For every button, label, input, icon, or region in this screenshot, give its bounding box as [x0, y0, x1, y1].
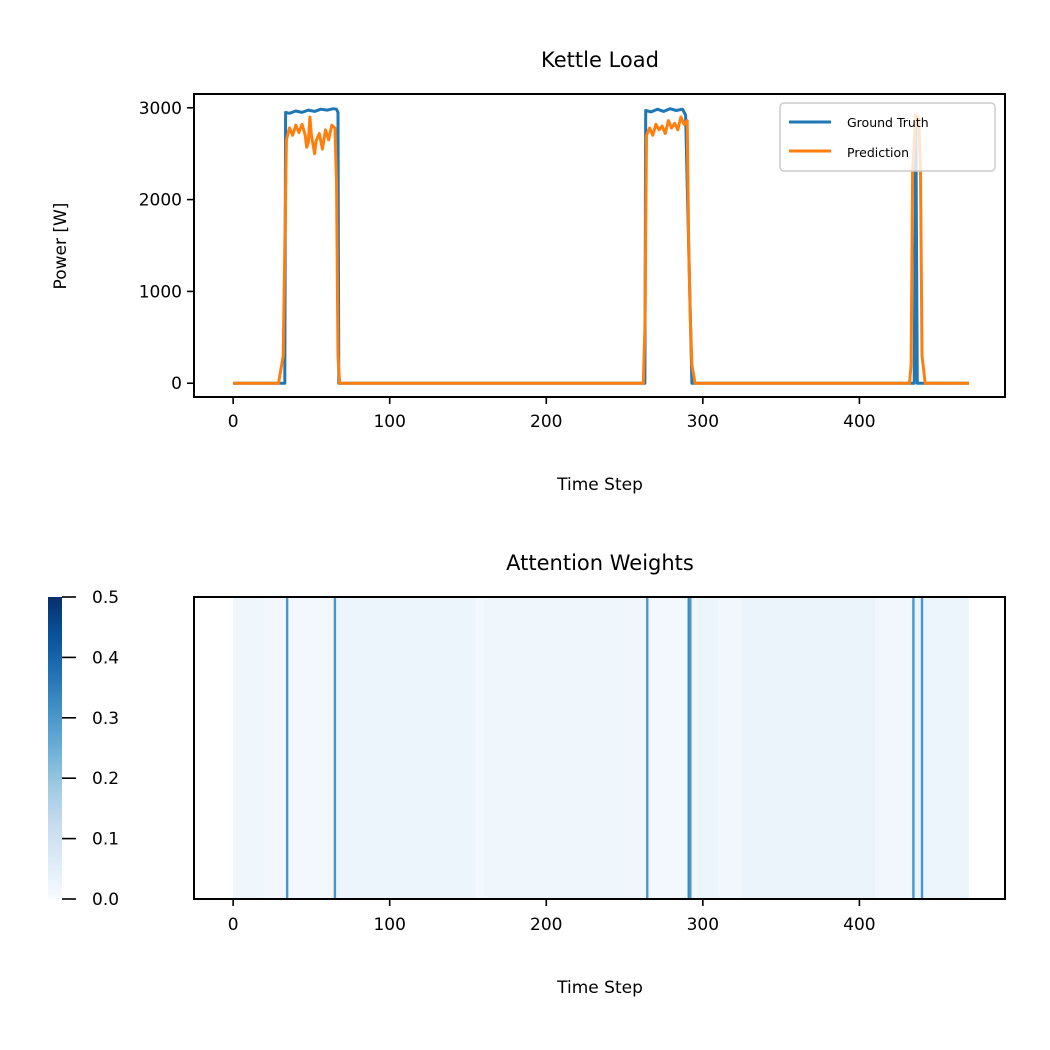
attention-spike	[333, 597, 337, 899]
heatmap-cell	[483, 597, 647, 899]
legend: Ground Truth Prediction	[779, 102, 996, 172]
heatmap-title: Attention Weights	[506, 551, 694, 575]
heatmap-cell	[264, 597, 287, 899]
series-line-prediction	[233, 113, 969, 385]
heatmap-x-tick-label: 0	[228, 915, 239, 935]
heatmap-x-tick-label: 200	[530, 915, 562, 935]
heatmap-cell	[333, 597, 476, 899]
y-tick-label: 0	[171, 374, 182, 394]
colorbar-tick-label: 0.4	[92, 648, 119, 668]
x-tick-label: 200	[530, 412, 562, 432]
heatmap-cell	[718, 597, 742, 899]
heatmap-cell	[741, 597, 876, 899]
y-tick-label: 2000	[139, 191, 182, 211]
y-axis-ticks: 0 1000 2000 3000	[139, 99, 194, 394]
x-axis-label: Time Step	[556, 475, 643, 495]
attention-weights-chart: Attention Weights 0 100 200 300 400 Time Ste…	[48, 551, 1006, 998]
colorbar-ticks: 0.0 0.1 0.2 0.3 0.4 0.5	[62, 588, 119, 910]
series-lines	[233, 107, 969, 385]
colorbar	[48, 597, 62, 899]
heatmap-x-axis-label: Time Step	[556, 978, 643, 998]
heatmap-cell	[233, 597, 265, 899]
colorbar-tick-label: 0.2	[92, 769, 119, 789]
legend-label-ground-truth: Ground Truth	[847, 115, 929, 130]
legend-label-prediction: Prediction	[847, 145, 909, 160]
heatmap-cell	[286, 597, 334, 899]
heatmap-x-tick-label: 400	[843, 915, 875, 935]
plot-frame	[193, 93, 1006, 398]
y-tick-label: 1000	[139, 282, 182, 302]
colorbar-tick-label: 0.5	[92, 588, 119, 608]
heatmap-cell	[688, 597, 697, 899]
colorbar-tick-label: 0.3	[92, 709, 119, 729]
attention-spike	[285, 597, 289, 899]
x-tick-label: 100	[373, 412, 405, 432]
x-tick-label: 400	[843, 412, 875, 432]
heatmap-cell	[646, 597, 689, 899]
heatmap-cell	[475, 597, 484, 899]
attention-spike	[646, 597, 649, 899]
heatmap-cell	[696, 597, 719, 899]
kettle-load-chart: Kettle Load 0 100 200 300 400 0100020003000 …	[51, 48, 1006, 495]
chart-title: Kettle Load	[541, 48, 659, 72]
x-axis-ticks: 0 100 200 300 400	[228, 397, 876, 432]
x-tick-label: 300	[687, 412, 719, 432]
heatmap-x-axis-ticks: 0 100 200 300 400	[228, 899, 876, 935]
x-tick-label: 0	[228, 412, 239, 432]
legend-box	[779, 102, 996, 172]
colorbar-tick-label: 0.0	[92, 890, 119, 910]
y-tick-label: 3000	[139, 99, 182, 119]
attention-spike	[920, 597, 924, 899]
attention-spike	[689, 597, 692, 899]
heatmap-cells	[233, 597, 969, 899]
heatmap-frame	[193, 596, 1006, 900]
colorbar-tick-label: 0.1	[92, 830, 119, 850]
y-axis-label: Power [W]	[51, 203, 71, 290]
heatmap-x-tick-label: 100	[373, 915, 405, 935]
heatmap-x-tick-label: 300	[687, 915, 719, 935]
attention-spike	[912, 597, 915, 899]
heatmap-cell	[875, 597, 913, 899]
attention-spike	[687, 597, 690, 899]
